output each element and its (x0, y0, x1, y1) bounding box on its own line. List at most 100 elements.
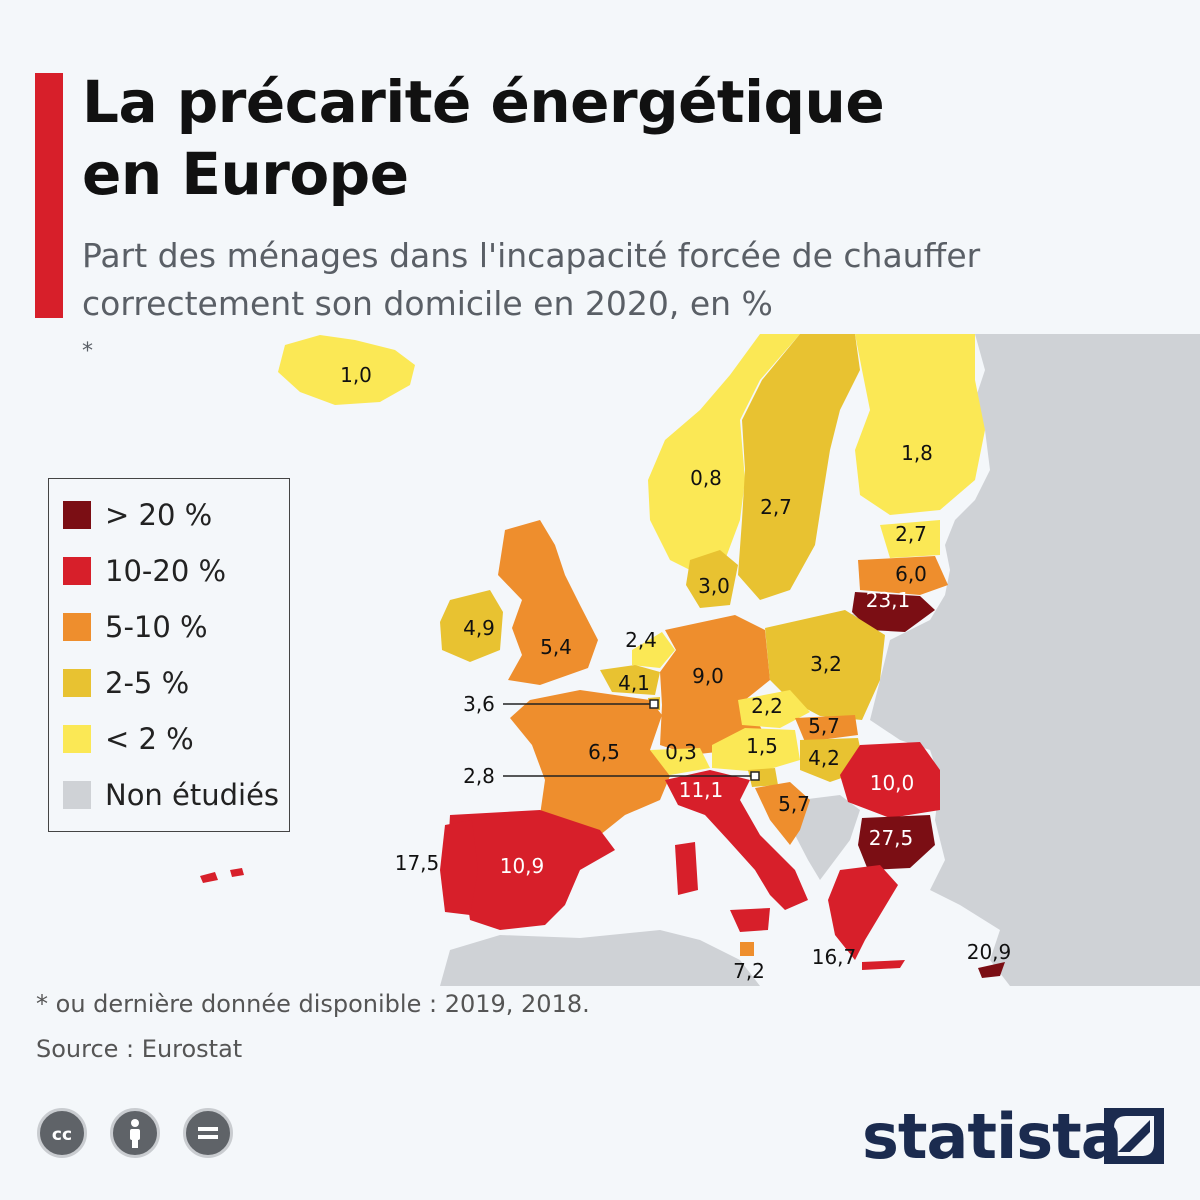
country-romania (840, 742, 940, 818)
title-line-2: en Europe (82, 140, 409, 208)
country-cyprus (978, 962, 1005, 978)
label-malta: 7,2 (733, 959, 765, 983)
country-portugal (440, 820, 478, 915)
balkans-west-land (795, 795, 860, 880)
label-latvia: 6,0 (895, 562, 927, 586)
country-belgium (600, 665, 660, 695)
label-slovakia: 5,7 (808, 714, 840, 738)
country-sicily (730, 908, 770, 932)
label-hungary: 4,2 (808, 746, 840, 770)
country-sweden (738, 334, 860, 600)
legend-label: > 20 % (105, 498, 213, 532)
label-denmark: 3,0 (698, 574, 730, 598)
legend-label: Non étudiés (105, 778, 280, 812)
country-croatia (755, 782, 810, 845)
map-legend: > 20 % 10-20 % 5-10 % 2-5 % < 2 % Non ét… (48, 478, 290, 832)
country-spain (448, 810, 615, 930)
legend-label: < 2 % (105, 722, 194, 756)
country-crete (862, 960, 905, 970)
country-denmark (686, 550, 738, 608)
statista-wordmark[interactable]: statista (862, 1100, 1123, 1173)
country-iceland (278, 335, 415, 405)
label-austria: 1,5 (746, 734, 778, 758)
europe-map: 1,0 0,8 2,7 1,8 2,7 6,0 23,1 3,0 4,9 5,4… (200, 334, 1200, 986)
subtitle-line-2-text: correctement son domicile en 2020, en % (82, 284, 773, 323)
subtitle-line-2: correctement son domicile en 2020, en % … (82, 280, 1132, 376)
legend-swatch (63, 725, 91, 753)
label-slovenia: 2,8 (463, 764, 495, 788)
label-finland: 1,8 (901, 441, 933, 465)
country-greece (828, 865, 898, 960)
country-slovakia (795, 715, 858, 742)
legend-item-10-20: 10-20 % (49, 549, 226, 593)
source-line: Source : Eurostat (36, 1035, 243, 1063)
country-bulgaria (858, 815, 935, 870)
legend-swatch (63, 781, 91, 809)
country-norway (648, 334, 800, 575)
country-estonia (880, 520, 940, 558)
label-sweden: 2,7 (760, 495, 792, 519)
label-netherlands: 2,4 (625, 628, 657, 652)
legend-swatch (63, 557, 91, 585)
label-spain: 10,9 (500, 854, 545, 878)
legend-label: 5-10 % (105, 610, 208, 644)
label-greece: 16,7 (812, 945, 857, 969)
label-cyprus: 20,9 (967, 940, 1012, 964)
label-italy: 11,1 (679, 778, 724, 802)
country-ireland (440, 590, 503, 662)
statista-logo-icon[interactable] (1104, 1108, 1164, 1164)
country-france (510, 690, 670, 835)
nd-icon[interactable] (183, 1108, 233, 1158)
country-latvia (858, 556, 948, 595)
russia-east-land (870, 334, 1200, 986)
country-finland (855, 334, 985, 515)
accent-bar (35, 73, 63, 318)
label-bulgaria: 27,5 (869, 826, 914, 850)
cc-icon-glyph: cc (52, 1125, 72, 1145)
label-croatia: 5,7 (778, 792, 810, 816)
label-romania: 10,0 (870, 771, 915, 795)
country-uk (498, 520, 598, 685)
by-icon[interactable] (110, 1108, 160, 1158)
countries (200, 334, 1005, 978)
north-africa-land (440, 930, 760, 986)
nd-icon-glyph (198, 1127, 218, 1139)
country-lithuania (852, 592, 935, 632)
svg-text:cc: cc (52, 1125, 72, 1145)
country-austria (712, 728, 800, 772)
label-ireland: 4,9 (463, 616, 495, 640)
legend-item-over-20: > 20 % (49, 493, 212, 537)
legend-label: 2-5 % (105, 666, 190, 700)
title-line-1: La précarité énergétique (82, 68, 885, 136)
label-germany: 9,0 (692, 664, 724, 688)
page-title: La précarité énergétique en Europe (82, 66, 885, 210)
label-switzerland: 0,3 (665, 740, 697, 764)
country-italy (665, 770, 808, 910)
label-estonia: 2,7 (895, 522, 927, 546)
label-luxembourg: 3,6 (463, 692, 495, 716)
country-poland (765, 610, 885, 720)
subtitle-line-1: Part des ménages dans l'incapacité forcé… (82, 236, 981, 275)
legend-item-5-10: 5-10 % (49, 605, 208, 649)
leader-marker-slovenia (750, 771, 760, 781)
legend-item-under-2: < 2 % (49, 717, 194, 761)
legend-swatch (63, 613, 91, 641)
country-malta (740, 942, 754, 956)
country-czechia (738, 690, 810, 728)
country-netherlands (632, 632, 675, 668)
label-lithuania: 23,1 (866, 588, 911, 612)
label-france: 6,5 (588, 740, 620, 764)
cc-icon[interactable]: cc (37, 1108, 87, 1158)
subtitle: Part des ménages dans l'incapacité forcé… (82, 232, 1132, 376)
legend-item-not-studied: Non étudiés (49, 773, 279, 817)
label-uk: 5,4 (540, 635, 572, 659)
label-poland: 3,2 (810, 652, 842, 676)
legend-item-2-5: 2-5 % (49, 661, 189, 705)
label-iceland: 1,0 (340, 363, 372, 387)
subtitle-asterisk: * (82, 339, 93, 364)
footnote: * ou dernière donnée disponible : 2019, … (36, 990, 590, 1018)
label-norway: 0,8 (690, 466, 722, 490)
legend-label: 10-20 % (105, 554, 227, 588)
by-icon-glyph (130, 1119, 140, 1148)
country-sardinia (675, 842, 698, 895)
